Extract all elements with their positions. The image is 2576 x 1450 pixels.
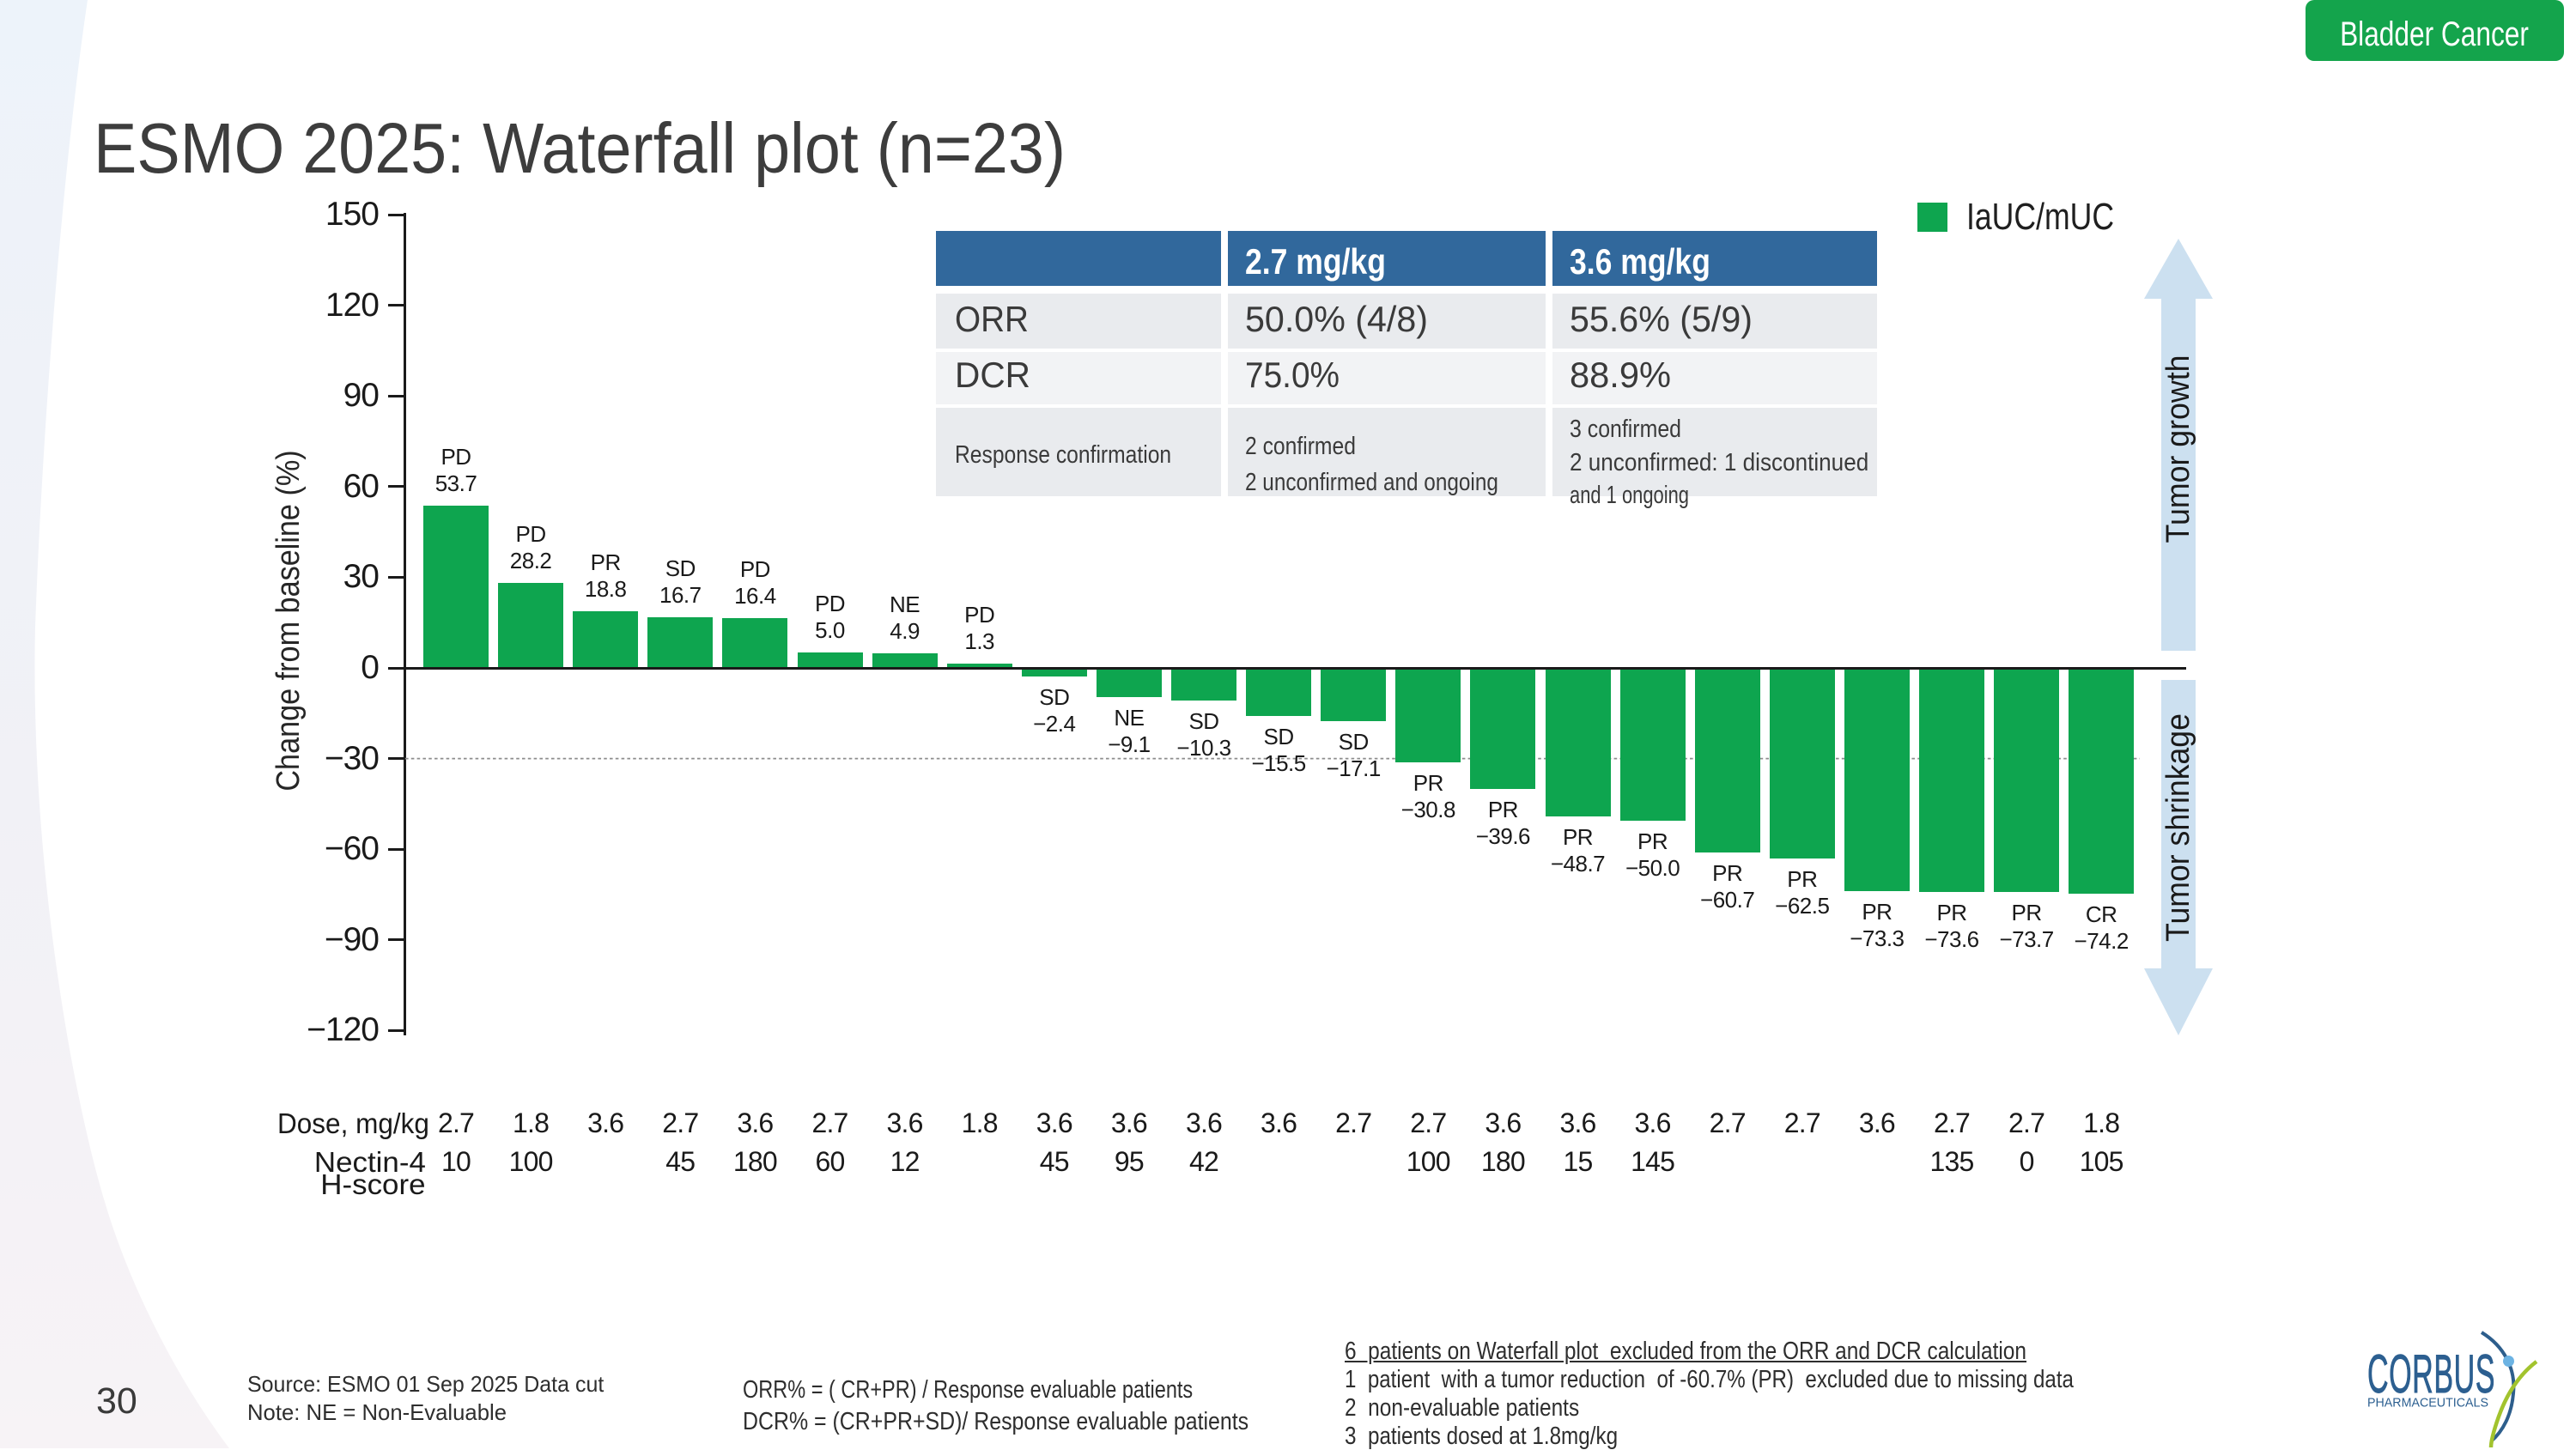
svg-text:PHARMACEUTICALS: PHARMACEUTICALS <box>2367 1397 2488 1411</box>
svg-text:CORBUS: CORBUS <box>2367 1344 2495 1404</box>
